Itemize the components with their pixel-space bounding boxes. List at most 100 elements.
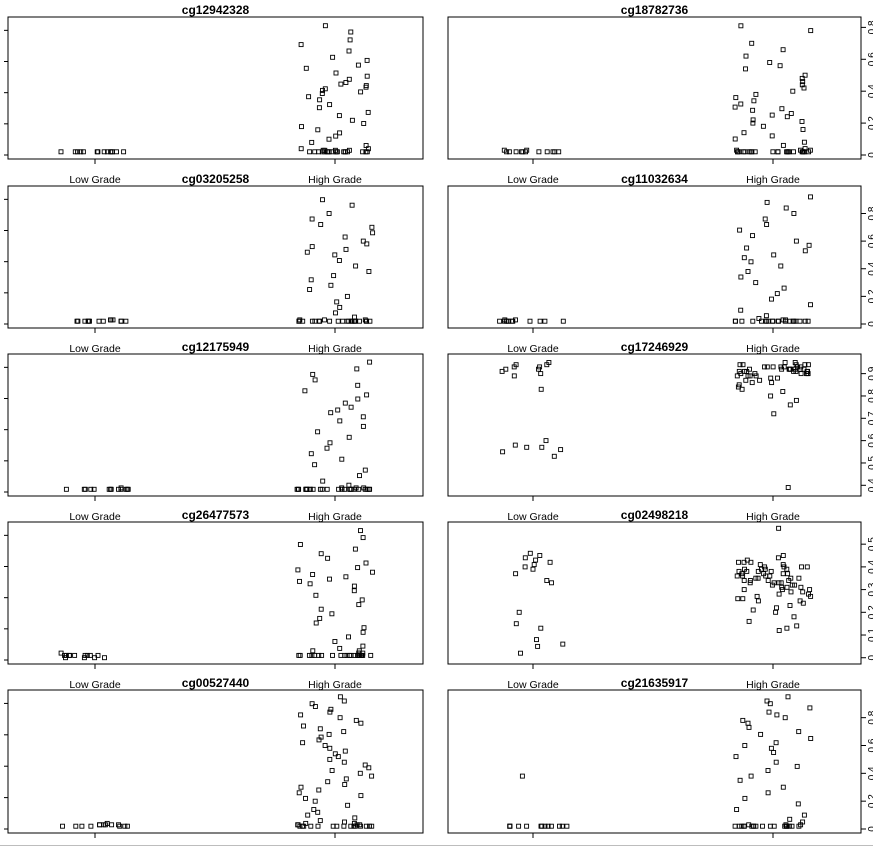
data-point bbox=[757, 377, 763, 383]
data-point bbox=[327, 318, 333, 324]
data-point bbox=[301, 723, 306, 729]
data-point bbox=[339, 485, 345, 491]
data-point bbox=[105, 149, 110, 155]
data-point bbox=[799, 119, 805, 124]
data-point bbox=[297, 578, 302, 584]
data-point bbox=[738, 101, 744, 107]
data-point bbox=[740, 717, 746, 723]
y-tick-label: 0.6 bbox=[867, 234, 873, 248]
data-point bbox=[750, 318, 756, 324]
data-point bbox=[807, 587, 813, 593]
data-point bbox=[807, 147, 813, 153]
data-point bbox=[328, 410, 334, 416]
data-point bbox=[309, 139, 315, 145]
data-point bbox=[317, 726, 323, 732]
x-tick-label: Low Grade bbox=[507, 511, 559, 523]
data-point bbox=[530, 566, 536, 572]
data-point bbox=[342, 782, 348, 787]
data-point bbox=[353, 485, 359, 491]
data-point bbox=[802, 72, 808, 78]
panel-title: cg00527440 bbox=[182, 676, 250, 690]
x-tick-label: Low Grade bbox=[69, 679, 121, 691]
data-point bbox=[802, 248, 808, 254]
data-point bbox=[333, 133, 339, 139]
data-point bbox=[359, 597, 365, 603]
data-point bbox=[316, 105, 322, 111]
data-point bbox=[741, 578, 747, 583]
data-point bbox=[750, 107, 756, 113]
data-point bbox=[795, 801, 801, 807]
x-tick-label: High Grade bbox=[308, 174, 362, 186]
data-point bbox=[348, 29, 354, 35]
data-point bbox=[366, 765, 372, 771]
panel-title: cg02498218 bbox=[621, 508, 689, 522]
plot-frame bbox=[447, 353, 862, 497]
data-point bbox=[366, 269, 372, 274]
data-point bbox=[315, 823, 321, 829]
data-point bbox=[744, 245, 750, 251]
panel-cg03205258: cg03205258 Low Grade High Grade bbox=[4, 172, 424, 355]
data-point bbox=[784, 114, 790, 120]
data-point bbox=[338, 81, 344, 87]
data-point bbox=[762, 216, 768, 222]
data-point bbox=[354, 822, 360, 828]
data-point bbox=[337, 418, 343, 424]
data-point bbox=[802, 318, 808, 324]
data-point bbox=[296, 652, 302, 658]
data-point bbox=[755, 598, 761, 604]
y-tick-label: 0.2 bbox=[867, 605, 873, 619]
data-point bbox=[298, 712, 304, 718]
data-point bbox=[332, 639, 338, 644]
data-point bbox=[536, 149, 542, 155]
data-point bbox=[351, 823, 357, 829]
data-point bbox=[741, 255, 747, 261]
x-tick-label: Low Grade bbox=[69, 174, 121, 186]
data-point bbox=[362, 317, 368, 323]
data-point bbox=[299, 124, 304, 130]
data-point bbox=[346, 318, 352, 324]
plot-frame bbox=[7, 353, 424, 497]
data-point bbox=[349, 318, 355, 324]
data-point bbox=[58, 650, 64, 656]
data-point bbox=[317, 615, 323, 621]
data-point bbox=[764, 222, 770, 227]
data-point bbox=[776, 591, 782, 597]
data-point bbox=[779, 106, 785, 112]
data-point bbox=[544, 578, 550, 583]
data-point bbox=[746, 724, 752, 730]
data-point bbox=[327, 576, 332, 582]
data-point bbox=[784, 625, 790, 631]
data-point bbox=[317, 818, 323, 824]
data-point bbox=[775, 318, 781, 324]
panel-cg17246929: cg17246929 0.4 0.5 0.6 0.7 0.8 0.9 Low Grade Hig… bbox=[447, 340, 873, 523]
data-point bbox=[102, 655, 107, 661]
data-point bbox=[294, 486, 300, 492]
data-point bbox=[355, 382, 361, 388]
data-point bbox=[81, 655, 87, 661]
y-tick-label: 0.4 bbox=[867, 84, 873, 98]
data-point bbox=[801, 85, 807, 91]
data-point bbox=[343, 246, 349, 252]
data-point bbox=[741, 823, 747, 829]
data-point bbox=[360, 643, 366, 649]
data-point bbox=[524, 147, 530, 153]
data-point bbox=[326, 211, 332, 216]
data-point bbox=[339, 456, 345, 462]
data-point bbox=[295, 822, 301, 828]
data-point bbox=[748, 259, 754, 265]
data-point bbox=[358, 720, 364, 726]
y-tick-label: 0.8 bbox=[867, 206, 873, 220]
data-point bbox=[365, 109, 371, 115]
data-point bbox=[754, 593, 760, 599]
data-point bbox=[322, 743, 328, 748]
plot-frame bbox=[447, 16, 862, 160]
data-point bbox=[793, 397, 799, 403]
data-point bbox=[524, 444, 530, 450]
data-point bbox=[297, 317, 303, 323]
plot-frame bbox=[7, 521, 424, 665]
data-point bbox=[364, 392, 370, 398]
data-point bbox=[784, 566, 790, 572]
data-point bbox=[73, 823, 79, 829]
data-point bbox=[765, 768, 771, 773]
